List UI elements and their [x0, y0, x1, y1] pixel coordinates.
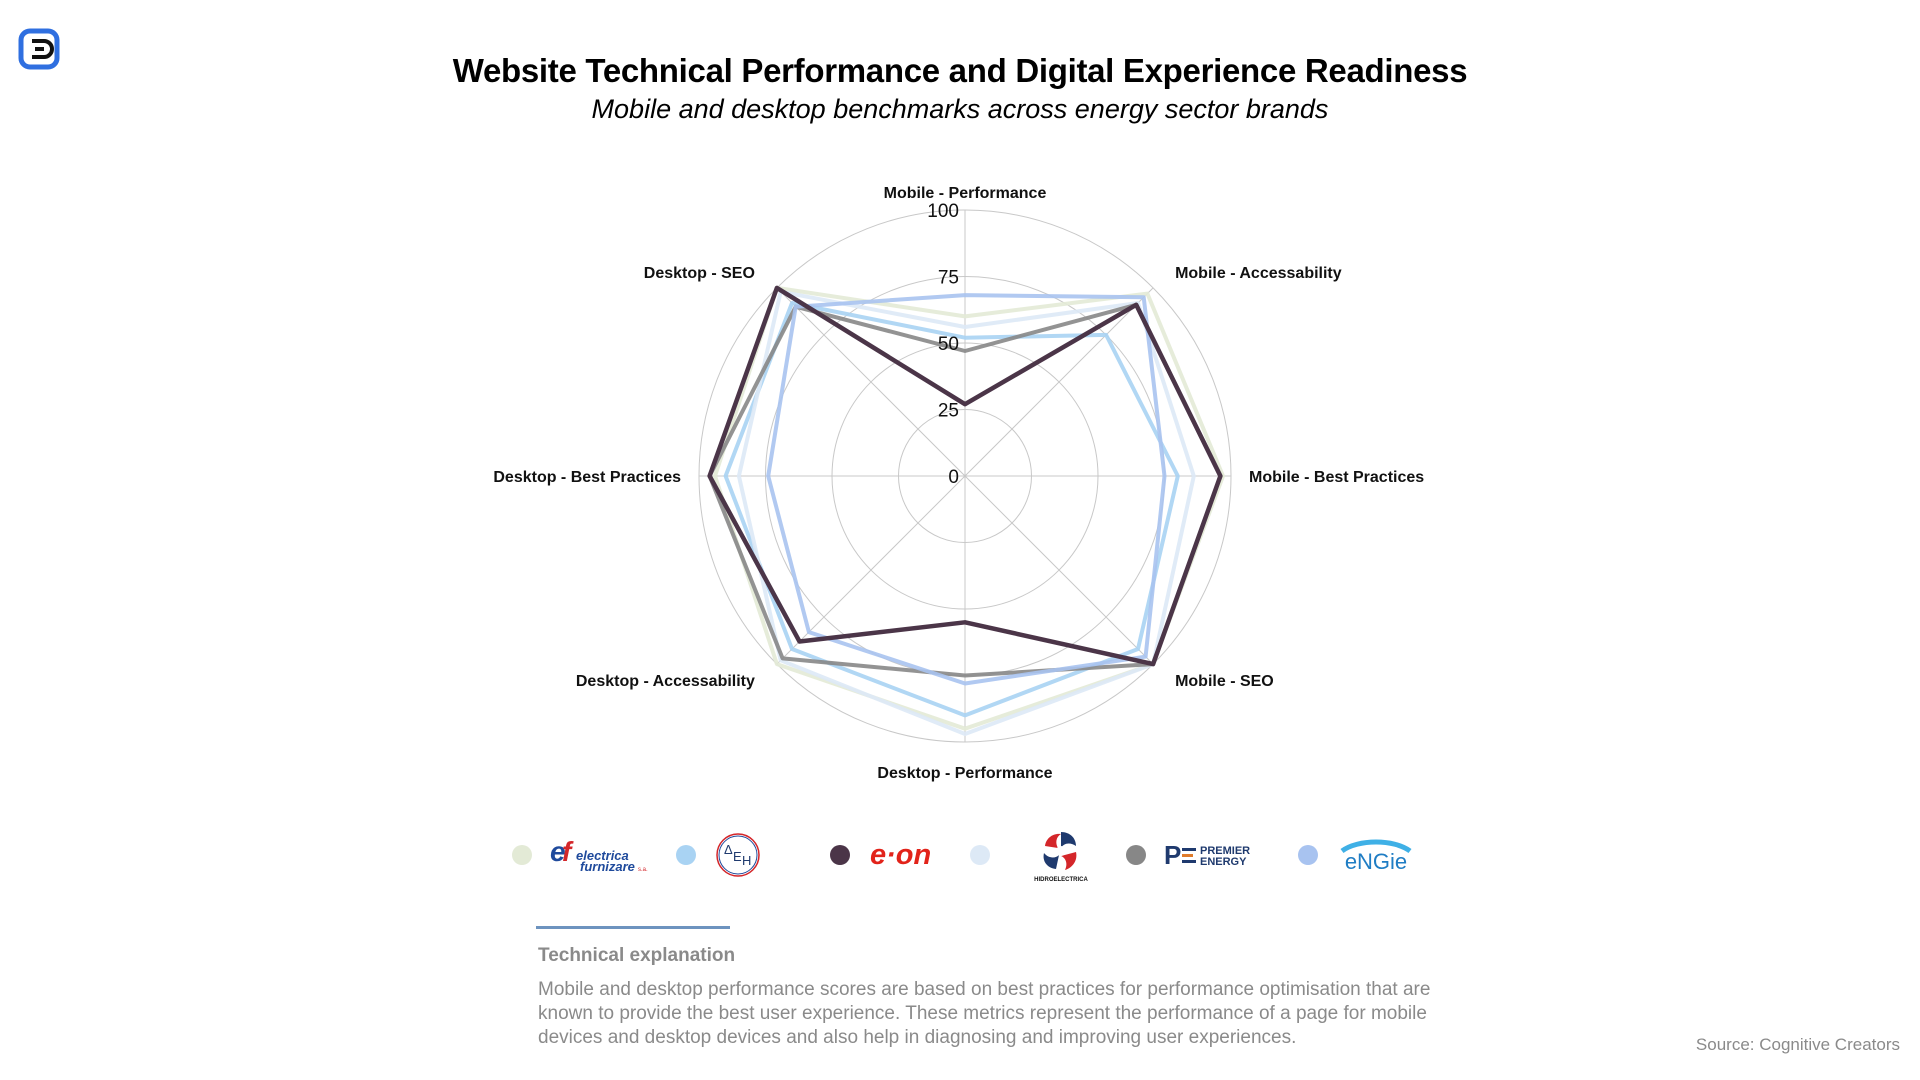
- legend-dot-deh: [676, 845, 696, 865]
- legend-item-premier-energy: P PREMIER ENERGY: [1126, 830, 1266, 880]
- svg-text:e: e: [550, 836, 566, 867]
- electrica-logo-icon: e f electrica furnizare s.a.: [550, 835, 654, 875]
- hidroelectrica-logo-icon: HIDROELECTRICA: [1032, 826, 1090, 884]
- series-line: [707, 285, 1223, 667]
- axis-label: Desktop - Accessability: [576, 673, 755, 690]
- axis-label: Desktop - Performance: [877, 765, 1052, 782]
- axis-label: Mobile - Best Practices: [1249, 469, 1424, 486]
- premier-energy-logo-icon: P PREMIER ENERGY: [1164, 838, 1266, 872]
- legend-dot-engie: [1298, 845, 1318, 865]
- svg-text:s.a.: s.a.: [638, 867, 648, 873]
- svg-text:Δ: Δ: [724, 842, 733, 857]
- grid-spoke: [776, 475, 966, 665]
- svg-text:PREMIER: PREMIER: [1200, 845, 1250, 857]
- legend-item-engie: eNGie: [1298, 830, 1416, 880]
- tick-label: 100: [927, 201, 959, 222]
- tick-label: 0: [948, 467, 959, 488]
- svg-text:eNGie: eNGie: [1345, 849, 1407, 873]
- svg-text:H: H: [742, 853, 751, 868]
- source-note: Source: Cognitive Creators: [1695, 1035, 1900, 1054]
- axis-label: Mobile - Performance: [884, 185, 1047, 202]
- svg-text:HIDROELECTRICA: HIDROELECTRICA: [1034, 877, 1088, 883]
- deh-logo-icon: Δ E H: [714, 832, 764, 878]
- axis-label: Mobile - SEO: [1175, 673, 1274, 690]
- svg-text:e·on: e·on: [870, 839, 931, 871]
- explanation-body: Mobile and desktop performance scores ar…: [538, 979, 1431, 1048]
- svg-text:P: P: [1164, 840, 1181, 870]
- tick-label: 25: [938, 401, 959, 422]
- legend-item-deh: Δ E H: [676, 830, 764, 880]
- grid-spoke: [964, 475, 1154, 665]
- axis-label: Mobile - Accessability: [1175, 265, 1342, 282]
- series-line: [766, 293, 1167, 686]
- explanation-divider: [536, 926, 730, 929]
- legend-dot-hidroelectrica: [970, 845, 990, 865]
- legend-dot-eon: [830, 845, 850, 865]
- legend-dot-premier-energy: [1126, 845, 1146, 865]
- tick-label: 50: [938, 334, 959, 355]
- legend-item-electrica: e f electrica furnizare s.a.: [512, 830, 654, 880]
- svg-text:ENERGY: ENERGY: [1200, 856, 1247, 868]
- explanation-heading: Technical explanation: [538, 945, 736, 966]
- series-line: [736, 289, 1196, 736]
- legend-item-hidroelectrica: HIDROELECTRICA: [970, 830, 1090, 883]
- svg-text:E: E: [733, 849, 742, 864]
- brand-logo-icon: [18, 28, 60, 70]
- engie-logo-icon: eNGie: [1336, 837, 1416, 873]
- axis-label: Desktop - SEO: [644, 265, 755, 282]
- axis-label: Desktop - Best Practices: [493, 469, 681, 486]
- eon-logo-icon: e·on: [868, 835, 948, 875]
- chart-legend: e f electrica furnizare s.a. Δ E H e·on: [0, 830, 1920, 883]
- page-title: Website Technical Performance and Digita…: [452, 52, 1468, 89]
- radar-series: [707, 285, 1225, 736]
- svg-text:furnizare: furnizare: [580, 859, 635, 874]
- legend-item-eon: e·on: [830, 830, 948, 880]
- grid-spoke: [776, 287, 966, 477]
- grid-spoke: [964, 287, 1154, 477]
- page-subtitle: Mobile and desktop benchmarks across ene…: [591, 94, 1329, 124]
- svg-text:f: f: [562, 836, 574, 867]
- legend-dot-electrica: [512, 845, 532, 865]
- svg-text:electrica: electrica: [576, 848, 629, 863]
- tick-label: 75: [938, 268, 959, 289]
